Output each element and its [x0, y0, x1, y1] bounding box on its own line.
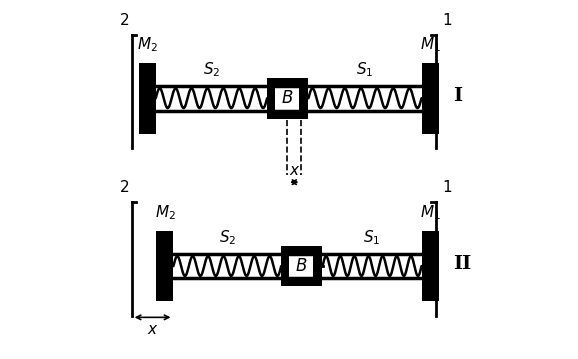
- Text: $S_2$: $S_2$: [218, 229, 236, 247]
- Bar: [157, 231, 173, 302]
- Bar: [139, 63, 155, 134]
- Text: $S_1$: $S_1$: [364, 229, 381, 247]
- Text: $B$: $B$: [295, 257, 307, 275]
- Text: 1: 1: [442, 181, 451, 195]
- Text: $M_2$: $M_2$: [154, 203, 175, 222]
- Text: $B$: $B$: [281, 89, 294, 107]
- Bar: [421, 231, 439, 302]
- Bar: [281, 246, 322, 286]
- Text: I: I: [453, 88, 462, 106]
- Text: $S_1$: $S_1$: [356, 61, 374, 79]
- Text: $M_1$: $M_1$: [420, 203, 440, 222]
- Text: II: II: [453, 255, 472, 273]
- Bar: [267, 78, 307, 118]
- Text: $x$: $x$: [147, 322, 158, 337]
- Text: $M_1$: $M_1$: [420, 35, 440, 54]
- Text: $S_2$: $S_2$: [203, 61, 220, 79]
- Text: $M_2$: $M_2$: [137, 35, 158, 54]
- Bar: [275, 86, 299, 110]
- Text: 2: 2: [120, 181, 130, 195]
- Text: 1: 1: [442, 13, 451, 28]
- Bar: [290, 254, 313, 278]
- Bar: [421, 63, 439, 134]
- Text: $x$: $x$: [288, 163, 300, 178]
- Text: 2: 2: [120, 13, 130, 28]
